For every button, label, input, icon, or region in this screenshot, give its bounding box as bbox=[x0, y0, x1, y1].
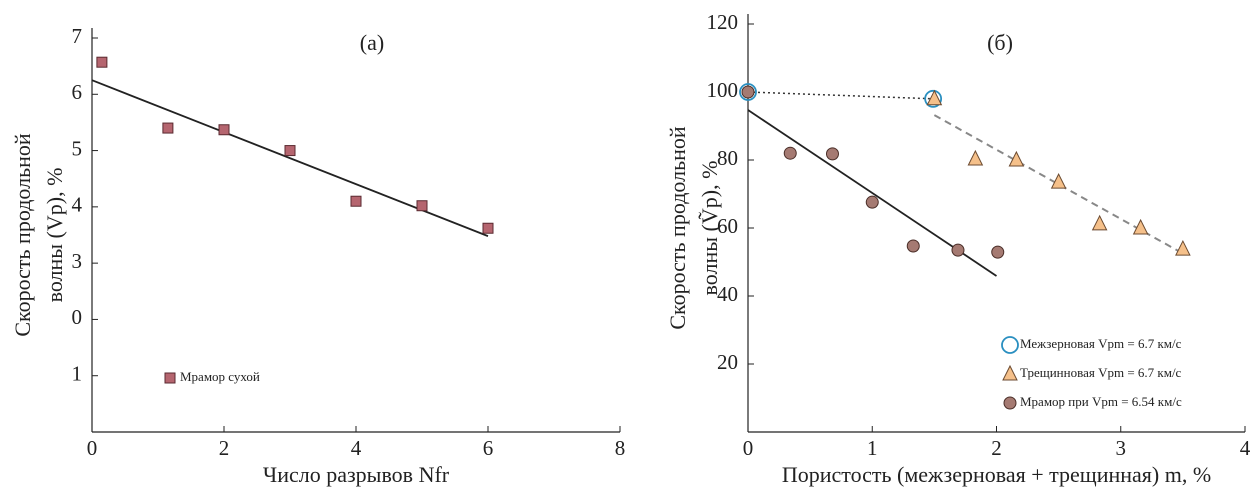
data-point bbox=[218, 124, 230, 136]
data-point bbox=[739, 83, 757, 101]
legend-marker bbox=[1003, 396, 1017, 410]
y-tick-label: 100 bbox=[707, 78, 739, 102]
data-point bbox=[1008, 150, 1025, 167]
x-tick-label: 4 bbox=[351, 436, 362, 460]
data-point bbox=[991, 245, 1005, 259]
y-tick-label: 120 bbox=[707, 10, 739, 34]
data-point bbox=[1091, 214, 1108, 231]
data-point bbox=[783, 146, 797, 160]
y-axis-label: волны (Ṽp), % bbox=[697, 161, 722, 296]
legend-label: Мрамор сухой bbox=[180, 369, 260, 384]
legend-marker bbox=[1001, 336, 1019, 354]
legend-label: Мрамор при Vpm = 6.54 км/с bbox=[1020, 394, 1182, 409]
x-tick-label: 2 bbox=[219, 436, 230, 460]
trend-line bbox=[91, 79, 489, 237]
data-point bbox=[162, 122, 174, 134]
y-tick-label: 60 bbox=[717, 214, 738, 238]
x-tick-label: 3 bbox=[1116, 436, 1127, 460]
data-point bbox=[482, 222, 494, 234]
y-axis-label: волны (Vp), % bbox=[42, 168, 67, 303]
y-tick-label: 3 bbox=[72, 249, 83, 273]
legend-label: Межзерновая Vpm = 6.7 км/с bbox=[1020, 336, 1182, 351]
y-tick-label: 5 bbox=[72, 136, 83, 160]
panel-title: (б) bbox=[987, 30, 1013, 55]
x-tick-label: 1 bbox=[867, 436, 878, 460]
x-tick-label: 4 bbox=[1240, 436, 1251, 460]
x-tick-label: 8 bbox=[615, 436, 626, 460]
data-point bbox=[416, 200, 428, 212]
data-point bbox=[924, 89, 943, 108]
data-point bbox=[1132, 218, 1149, 235]
data-point bbox=[906, 239, 920, 253]
data-point bbox=[1175, 239, 1191, 256]
x-tick-label: 2 bbox=[991, 436, 1002, 460]
data-point bbox=[96, 56, 108, 68]
data-point bbox=[865, 195, 879, 209]
data-point bbox=[350, 195, 362, 207]
y-tick-label: 4 bbox=[72, 193, 83, 217]
panel-title: (а) bbox=[360, 30, 384, 55]
y-tick-label: 80 bbox=[717, 146, 738, 170]
data-point bbox=[741, 85, 755, 99]
x-tick-label: 0 bbox=[743, 436, 754, 460]
y-tick-label: 6 bbox=[72, 80, 83, 104]
x-tick-label: 6 bbox=[483, 436, 494, 460]
legend-marker bbox=[1002, 364, 1018, 381]
data-point bbox=[825, 147, 839, 161]
y-axis-label: Скорость продольной bbox=[665, 126, 690, 330]
y-tick-label: 0 bbox=[72, 305, 83, 329]
data-point bbox=[967, 149, 984, 166]
x-axis-label: Пористость (межзерновая + трещинная) m, … bbox=[782, 462, 1211, 487]
data-point bbox=[1050, 172, 1067, 189]
y-tick-label: 7 bbox=[72, 24, 83, 48]
y-tick-label: 20 bbox=[717, 350, 738, 374]
data-point bbox=[951, 243, 965, 257]
y-tick-label: 40 bbox=[717, 282, 738, 306]
legend-marker bbox=[164, 372, 176, 384]
data-point bbox=[284, 145, 296, 157]
series-line bbox=[747, 91, 934, 100]
legend-label: Трещинновая Vpm = 6.7 км/с bbox=[1020, 365, 1182, 380]
y-axis-label: Скорость продольной bbox=[10, 133, 35, 337]
x-tick-label: 0 bbox=[87, 436, 98, 460]
data-point bbox=[926, 89, 943, 106]
x-axis-label: Число разрывов Nfr bbox=[263, 462, 450, 487]
y-tick-label: 1 bbox=[72, 362, 83, 386]
